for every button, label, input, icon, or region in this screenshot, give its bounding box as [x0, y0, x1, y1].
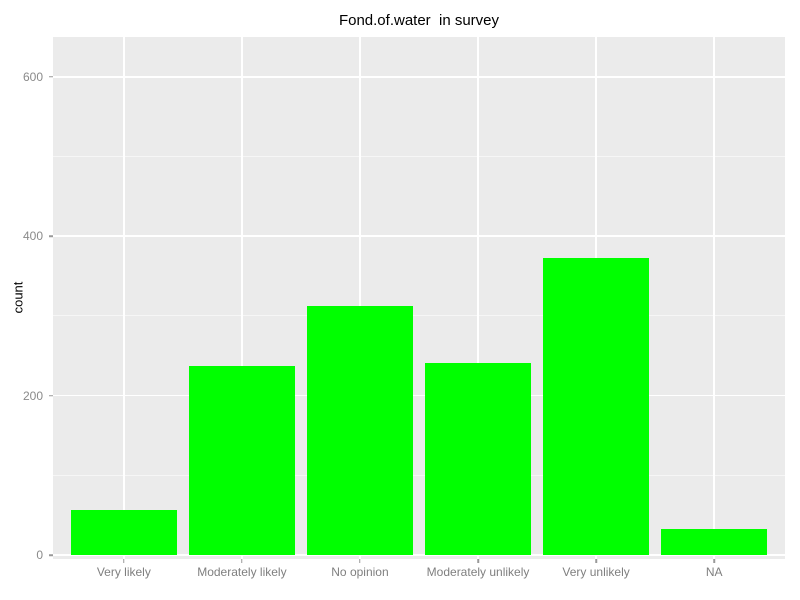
- bar-no-opinion: [306, 306, 414, 555]
- x-tick-label-5: Very unlikely: [562, 565, 630, 579]
- bar-very-unlikely: [542, 257, 650, 555]
- x-tick-label-2: Moderately likely: [197, 565, 287, 579]
- gridline-major-x-6: [713, 37, 715, 559]
- gridline-major-x-4: [477, 37, 479, 559]
- y-tick-mark-200: [49, 394, 53, 397]
- y-tick-mark-600: [49, 76, 53, 78]
- gridline-major-x-2: [241, 37, 243, 559]
- x-tick-mark-1: [123, 559, 125, 563]
- x-tick-mark-3: [359, 559, 361, 563]
- bar-very-likely: [70, 509, 177, 555]
- y-tick-label-400: 400: [22, 229, 43, 244]
- gridline-minor-y-300: [53, 315, 785, 317]
- gridline-major-x-1: [123, 37, 125, 559]
- gridline-major-y-400: [53, 235, 785, 237]
- plot-panel: [53, 37, 785, 559]
- y-axis-label: count: [10, 281, 26, 314]
- gridline-major-y-200: [53, 394, 785, 397]
- x-tick-label-4: Moderately unlikely: [426, 565, 530, 579]
- y-tick-mark-400: [49, 235, 53, 237]
- chart-title: Fond.of.water in survey: [338, 12, 500, 29]
- x-tick-mark-2: [241, 559, 243, 563]
- y-tick-label-200: 200: [22, 388, 43, 403]
- x-tick-label-3: No opinion: [331, 565, 389, 579]
- gridline-minor-y-500: [53, 156, 785, 158]
- gridline-major-y-0: [53, 554, 785, 556]
- y-tick-label-600: 600: [22, 69, 43, 84]
- x-tick-mark-6: [713, 559, 715, 563]
- x-tick-label-1: Very likely: [96, 565, 151, 579]
- x-tick-mark-4: [477, 559, 479, 563]
- x-tick-mark-5: [595, 559, 597, 563]
- bar-na: [661, 528, 768, 555]
- x-tick-label-6: NA: [705, 565, 723, 579]
- bar-moderately-likely: [188, 366, 296, 555]
- y-tick-mark-0: [49, 554, 53, 556]
- bar-moderately-unlikely: [424, 362, 532, 555]
- gridline-minor-y-100: [53, 474, 785, 476]
- y-tick-label-0: 0: [36, 548, 43, 562]
- gridline-major-y-600: [53, 76, 785, 78]
- gridline-major-x-3: [359, 37, 361, 559]
